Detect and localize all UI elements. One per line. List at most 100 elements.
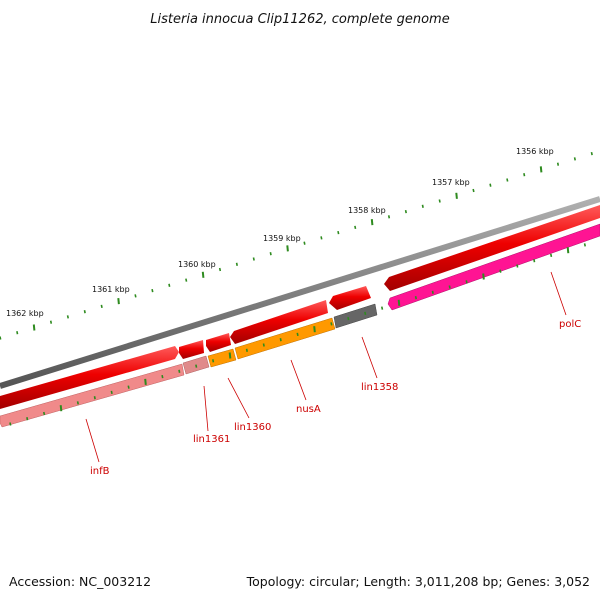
forward-gene-2[interactable] (179, 340, 204, 359)
forward-gene-6[interactable] (384, 205, 600, 291)
minor-scale-tick (161, 374, 164, 379)
polC-label-line (550, 271, 567, 316)
minor-scale-tick (303, 241, 306, 245)
major-scale-tick (201, 271, 205, 278)
scale-label-1361: 1361 kbp (92, 285, 130, 294)
minor-scale-tick (337, 230, 340, 235)
lin1358-label-line (361, 336, 378, 379)
scale-label-1356: 1356 kbp (516, 147, 554, 156)
minor-scale-tick (262, 343, 265, 347)
gene-label-lin1360: lin1360 (234, 422, 271, 433)
minor-scale-tick (49, 320, 53, 324)
minor-scale-tick (235, 262, 238, 266)
minor-scale-tick (127, 385, 130, 389)
minor-scale-tick (252, 257, 255, 261)
scale-label-1362: 1362 kbp (6, 309, 44, 318)
minor-scale-tick (590, 151, 593, 156)
major-scale-tick (397, 299, 401, 306)
minor-scale-tick (499, 269, 502, 273)
accession-text: Accession: NC_003212 (9, 574, 151, 589)
minor-scale-tick (151, 288, 154, 293)
major-scale-tick (32, 324, 36, 331)
gene-lin1358[interactable] (333, 303, 378, 329)
minor-scale-tick (387, 215, 391, 219)
minor-scale-tick (212, 359, 215, 363)
forward-strand-genes (0, 205, 600, 409)
minor-scale-tick (465, 280, 468, 284)
minor-scale-tick (583, 243, 586, 247)
forward-gene-3[interactable] (206, 333, 231, 352)
gene-label-lin1361: lin1361 (193, 434, 230, 445)
gene-infB[interactable] (0, 363, 185, 428)
minor-scale-tick (414, 295, 417, 300)
minor-scale-tick (550, 253, 553, 258)
major-scale-tick (59, 405, 63, 412)
minor-scale-tick (0, 336, 2, 340)
minor-scale-tick (218, 267, 222, 272)
nusA-label-line (290, 359, 307, 401)
gene-nusA[interactable] (234, 317, 336, 360)
minor-scale-tick (556, 162, 560, 166)
gene-label-nusA: nusA (296, 404, 321, 415)
minor-scale-tick (296, 332, 299, 337)
minor-scale-tick (431, 290, 434, 294)
gene-lin1360[interactable] (207, 348, 237, 368)
minor-scale-tick (178, 369, 181, 373)
lin1361-label-line (203, 385, 209, 432)
forward-gene-5[interactable] (329, 286, 371, 310)
reverse-strand-genes (0, 223, 600, 428)
minor-scale-tick (100, 304, 103, 309)
gene-polC[interactable] (387, 223, 600, 311)
minor-scale-tick (347, 316, 350, 321)
major-scale-tick (566, 247, 570, 254)
forward-gene-1[interactable] (0, 346, 179, 409)
scale-label-1358: 1358 kbp (348, 206, 386, 215)
minor-scale-tick (195, 364, 198, 368)
minor-scale-tick (364, 311, 367, 316)
scale-label-1357: 1357 kbp (432, 178, 470, 187)
minor-scale-tick (168, 283, 171, 287)
minor-scale-tick (245, 348, 248, 352)
minor-scale-tick (404, 209, 407, 214)
minor-scale-tick (26, 417, 29, 421)
minor-scale-tick (523, 173, 526, 177)
lin1360-label-line (227, 377, 250, 419)
genome-summary-text: Topology: circular; Length: 3,011,208 bp… (246, 574, 590, 589)
gene-label-lines (85, 271, 567, 463)
scale-label-1360: 1360 kbp (178, 260, 216, 269)
forward-gene-4[interactable] (230, 300, 328, 344)
major-scale-tick (313, 326, 316, 333)
minor-scale-tick (269, 252, 272, 256)
major-scale-tick (228, 352, 232, 359)
minor-scale-tick (83, 310, 86, 314)
minor-scale-tick (330, 322, 333, 326)
gene-label-polC: polC (559, 319, 581, 330)
minor-scale-tick (489, 183, 492, 187)
major-scale-tick (482, 273, 485, 280)
major-scale-tick (539, 166, 543, 173)
minor-scale-tick (573, 157, 576, 161)
minor-scale-tick (438, 199, 441, 203)
minor-scale-tick (381, 306, 384, 310)
scale-label-1359: 1359 kbp (263, 234, 301, 243)
minor-scale-tick (279, 338, 282, 342)
minor-scale-tick (472, 188, 475, 193)
minor-scale-tick (93, 396, 96, 400)
major-scale-tick (144, 378, 147, 385)
major-scale-tick (286, 245, 289, 252)
minor-scale-tick (516, 264, 519, 268)
minor-scale-tick (76, 401, 79, 405)
minor-scale-tick (506, 178, 509, 182)
major-scale-tick (117, 298, 120, 305)
minor-scale-tick (43, 411, 46, 416)
minor-scale-tick (448, 285, 451, 289)
major-scale-tick (370, 219, 374, 226)
minor-scale-tick (320, 236, 323, 240)
scale-ticks (0, 151, 593, 426)
minor-scale-tick (134, 294, 137, 298)
gene-label-lin1358: lin1358 (361, 382, 398, 393)
map-title: Listeria innocua Clip11262, complete gen… (150, 12, 449, 27)
minor-scale-tick (533, 259, 536, 263)
minor-scale-tick (9, 422, 12, 426)
